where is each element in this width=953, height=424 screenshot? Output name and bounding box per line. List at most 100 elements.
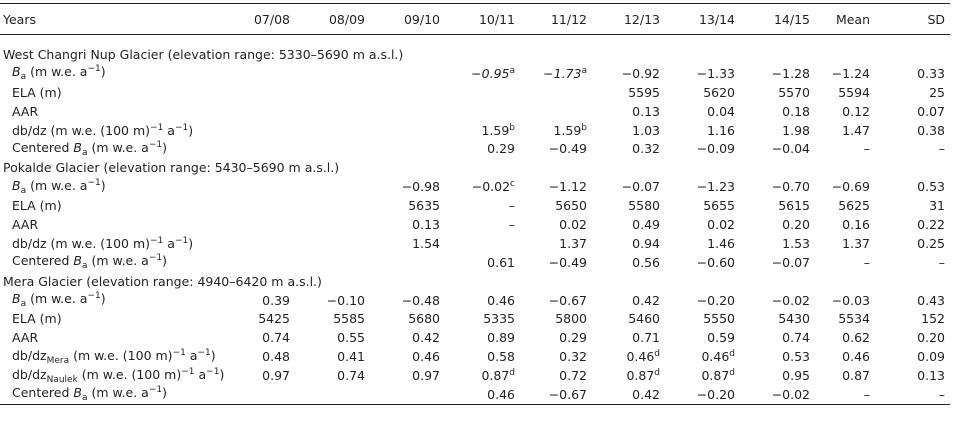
text-run: (m w.e. a (26, 64, 88, 80)
value-cell: −0.02 (771, 386, 810, 402)
text-run: a (194, 366, 207, 382)
data-row: Centered Ba (m w.e. a−1) 0.46 −0.67 0.42 −0.… (0, 385, 950, 405)
value-cell: −0.69 (831, 179, 870, 195)
text-run: ) (162, 139, 168, 155)
data-row: Centered Ba (m w.e. a−1) 0.29 −0.49 0.32 −0.… (0, 139, 950, 158)
value-cell: −0.20 (696, 386, 735, 402)
data-row: ELA (m) 5595 5620 5570 5594 25 (0, 83, 950, 102)
value-cell: 5800 (555, 311, 587, 327)
value-cell: 0.87 (842, 368, 870, 384)
value-cell: 0.94 (632, 235, 660, 251)
value-cell: 0.95 (782, 368, 810, 384)
superscript: −1 (197, 347, 211, 358)
value-cell: – (508, 216, 515, 232)
value-cell: 5615 (778, 198, 810, 214)
value-cell: 0.39 (262, 292, 290, 308)
value-cell: 31 (929, 198, 945, 214)
value-cell: 1.98 (782, 122, 810, 138)
empty-cell (370, 253, 445, 272)
value-cell: −1.73a (520, 64, 592, 83)
column-header: 07/08 (253, 11, 290, 27)
value-cell: 0.62 (842, 330, 870, 346)
row-label: Centered Ba (m w.e. a−1) (0, 385, 240, 404)
text-run: ELA (m) (12, 84, 62, 100)
value-cell: 0.22 (917, 216, 945, 232)
empty-cell (295, 385, 370, 404)
value-cell: −0.07 (771, 254, 810, 270)
text-run: −0.95 (471, 65, 510, 81)
value-cell: 1.16 (707, 122, 735, 138)
value-cell: – (938, 254, 945, 270)
value-cell: 0.33 (917, 65, 945, 81)
row-label: db/dzNaulek (m w.e. (100 m)−1 a−1) (0, 366, 240, 385)
data-row: Ba (m w.e. a−1) −0.98 −0.02c −1.12 −0.07 −1.2… (0, 177, 950, 196)
superscript: −1 (87, 291, 101, 302)
value-cell: −0.02c (445, 177, 520, 196)
section-title: Mera Glacier (elevation range: 4940–6420… (3, 273, 322, 289)
text-run: B (73, 253, 82, 269)
value-cell: 5534 (838, 311, 870, 327)
value-cell: 1.37 (559, 235, 587, 251)
value-cell: 5650 (555, 198, 587, 214)
value-cell: −0.67 (548, 386, 587, 402)
row-label: Centered Ba (m w.e. a−1) (0, 253, 240, 272)
row-label: Ba (m w.e. a−1) (0, 64, 240, 83)
value-cell: 0.13 (632, 103, 660, 119)
value-cell: 0.18 (782, 103, 810, 119)
subscript: a (81, 261, 88, 272)
text-run: a (163, 235, 175, 251)
subscript: a (20, 185, 27, 196)
empty-cell (295, 234, 370, 253)
value-cell: 5570 (778, 84, 810, 100)
row-label: AAR (0, 102, 240, 121)
empty-cell (370, 139, 445, 158)
value-cell: 0.97 (412, 368, 440, 384)
text-run: 0.46 (626, 349, 655, 365)
text-run: B (12, 177, 21, 193)
value-cell: 1.03 (632, 122, 660, 138)
column-header: SD (927, 11, 945, 27)
text-run: (m w.e. (100 m) (69, 347, 173, 363)
column-header: Mean (835, 11, 870, 27)
value-cell: 0.97 (262, 368, 290, 384)
value-cell: 0.72 (559, 368, 587, 384)
value-cell: −0.02 (771, 292, 810, 308)
superscript: −1 (174, 122, 189, 133)
value-cell: 0.48 (262, 349, 290, 365)
text-run: B (12, 291, 21, 307)
data-row: Ba (m w.e. a−1) 0.39 −0.10 −0.48 0.46 −0.67 0.… (0, 291, 950, 310)
value-cell: 0.09 (917, 349, 945, 365)
value-cell: −0.48 (401, 292, 440, 308)
text-run: ) (162, 253, 168, 269)
value-cell: 152 (921, 311, 945, 327)
text-run: a (163, 122, 175, 138)
value-cell: 25 (929, 84, 945, 100)
empty-cell (370, 102, 445, 121)
superscript: d (509, 368, 515, 379)
empty-cell (370, 64, 445, 83)
value-cell: −0.09 (696, 141, 735, 157)
text-run: (m w.e. (100 m) (77, 366, 182, 382)
value-cell: 0.13 (917, 368, 945, 384)
subscript: Naulek (46, 374, 78, 385)
row-label: Ba (m w.e. a−1) (0, 291, 240, 310)
column-header: Years (3, 11, 36, 27)
value-cell: −1.12 (548, 179, 587, 195)
text-run: a (185, 347, 198, 363)
row-label: db/dzMera (m w.e. (100 m)−1 a−1) (0, 347, 240, 366)
empty-cell (240, 139, 295, 158)
subscript: a (81, 147, 88, 158)
text-run: 0.87 (701, 368, 730, 384)
row-label: AAR (0, 328, 240, 347)
row-label: AAR (0, 215, 240, 234)
data-row: db/dzNaulek (m w.e. (100 m)−1 a−1) 0.97 0.… (0, 366, 950, 385)
text-run: 0.87 (626, 368, 655, 384)
value-cell: – (863, 254, 870, 270)
column-header: 10/11 (478, 11, 515, 27)
value-cell: 0.61 (487, 254, 515, 270)
superscript: a (581, 65, 587, 76)
value-cell: – (938, 386, 945, 402)
text-run: db/dz (m w.e. (100 m) (12, 235, 151, 251)
value-cell: 5680 (408, 311, 440, 327)
superscript: d (654, 349, 660, 360)
